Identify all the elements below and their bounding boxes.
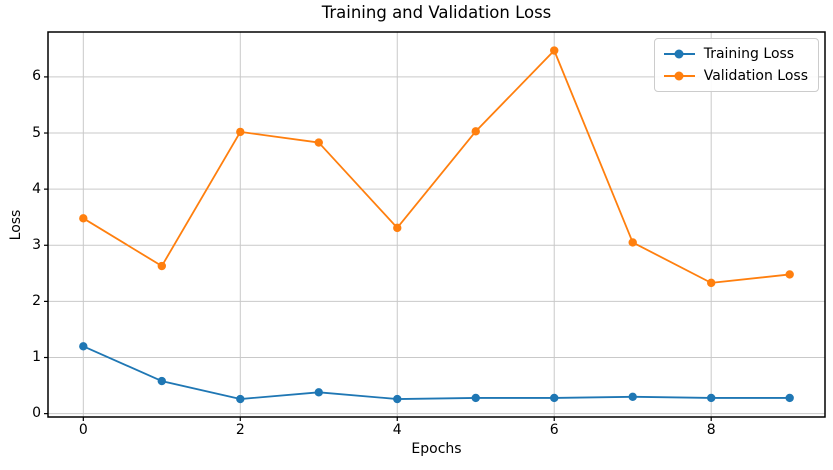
data-point-marker (471, 127, 480, 136)
legend-line-marker-icon (663, 71, 695, 81)
x-tick-label: 8 (706, 422, 716, 438)
legend-dot-icon (674, 71, 684, 81)
data-point-marker (706, 393, 716, 403)
legend-line-marker-icon (663, 49, 695, 59)
data-point-marker (79, 342, 88, 351)
data-point-marker (236, 127, 245, 137)
data-point-marker (157, 261, 167, 271)
x-tick-label: 4 (392, 422, 402, 438)
data-point-marker (393, 223, 402, 233)
data-point-marker (550, 46, 559, 55)
y-tick-label: 0 (32, 405, 41, 422)
plot-border (47, 31, 826, 418)
y-tick-label: 2 (32, 292, 41, 309)
data-point-marker (79, 214, 88, 223)
legend-label-validation-loss: Validation Loss (703, 68, 808, 84)
data-point-marker (157, 376, 167, 386)
data-point-marker (471, 393, 480, 403)
legend-item-validation-loss: Validation Loss (663, 68, 808, 84)
data-point-marker (550, 393, 559, 403)
data-point-marker (706, 278, 716, 288)
legend-dot-icon (674, 49, 684, 59)
data-point-marker (314, 388, 323, 397)
y-tick-label: 4 (32, 180, 41, 197)
data-point-marker (785, 393, 794, 403)
data-point-marker (785, 270, 794, 279)
x-axis-label: Epochs (411, 441, 462, 457)
x-tick-label: 6 (549, 422, 559, 438)
data-point-marker (628, 238, 637, 247)
y-tick-label: 6 (32, 68, 41, 85)
legend-item-training-loss: Training Loss (663, 46, 808, 62)
x-tick-label: 0 (78, 422, 88, 438)
chart-title: Training and Validation Loss (321, 3, 552, 22)
data-point-marker (314, 138, 323, 147)
data-point-marker (236, 394, 245, 404)
data-point-marker (628, 392, 637, 401)
series-line-0 (82, 345, 790, 400)
y-tick-label: 5 (32, 124, 41, 141)
y-tick-label: 3 (32, 236, 41, 253)
data-point-marker (393, 394, 402, 404)
x-tick-label: 2 (235, 422, 245, 438)
legend-label-training-loss: Training Loss (703, 46, 795, 62)
legend: Training Loss Validation Loss (653, 38, 819, 92)
series-line-1 (82, 49, 790, 284)
y-tick-label: 1 (32, 349, 41, 365)
